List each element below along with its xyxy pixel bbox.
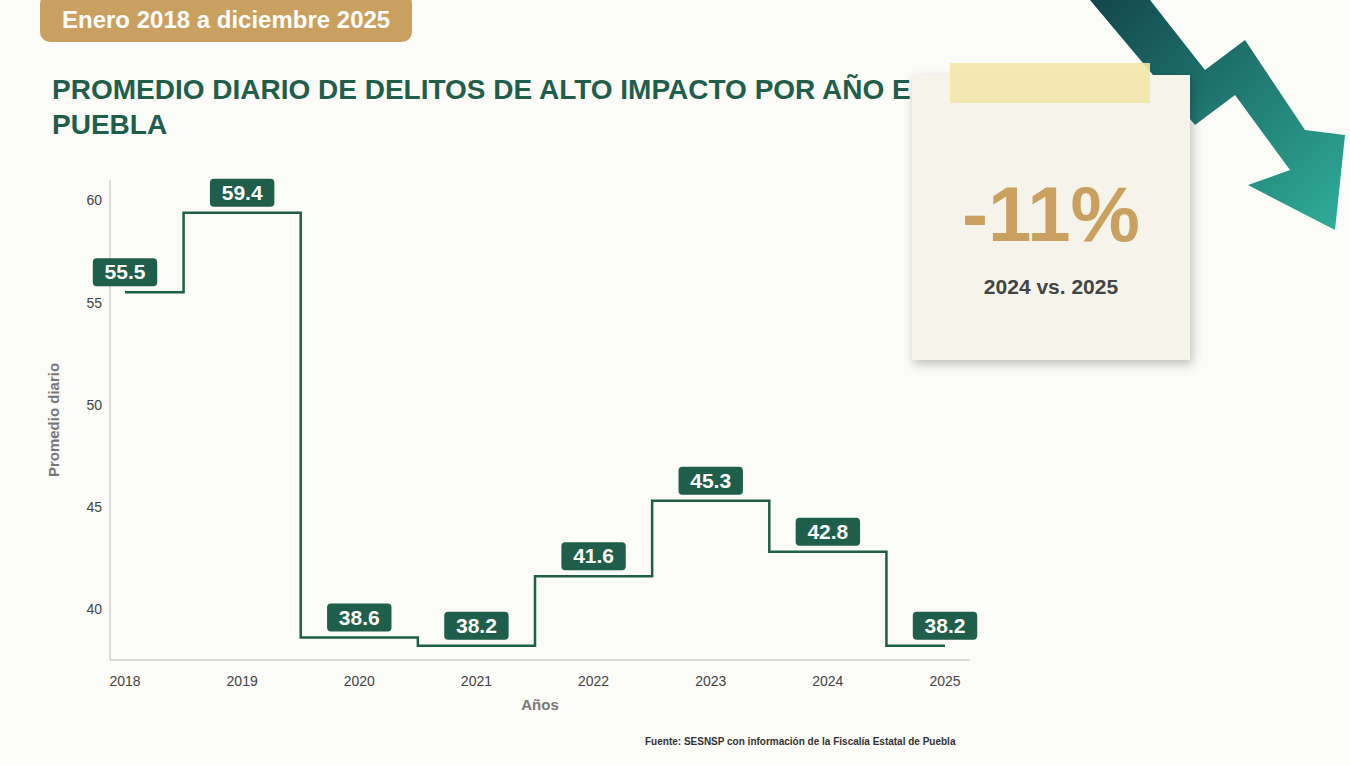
svg-text:2022: 2022: [578, 673, 609, 689]
svg-text:45.3: 45.3: [690, 469, 731, 492]
svg-text:45: 45: [86, 499, 102, 515]
svg-text:60: 60: [86, 192, 102, 208]
svg-text:2018: 2018: [109, 673, 140, 689]
html-text:2024 vs. 2025: 2024 vs. 2025: [983, 275, 1119, 298]
html-text:PROMEDIO DIARIO DE DELITOS DE: PROMEDIO DIARIO DE DELITOS DE ALTO IMPAC…: [52, 74, 931, 140]
svg-text:55.5: 55.5: [105, 260, 146, 283]
svg-text:Promedio diario: Promedio diario: [45, 363, 62, 477]
svg-text:40: 40: [86, 601, 102, 617]
svg-text:41.6: 41.6: [573, 544, 614, 567]
svg-text:38.2: 38.2: [456, 614, 497, 637]
svg-text:42.8: 42.8: [807, 520, 848, 543]
svg-text:2024: 2024: [812, 673, 843, 689]
svg-text:55: 55: [86, 295, 102, 311]
svg-text:2019: 2019: [227, 673, 258, 689]
html-text:Enero 2018 a diciembre 2025: Enero 2018 a diciembre 2025: [62, 6, 391, 33]
svg-text:50: 50: [86, 397, 102, 413]
svg-text:38.6: 38.6: [339, 606, 380, 629]
svg-text:2021: 2021: [461, 673, 492, 689]
html-text:Fuente: SESNSP con información: Fuente: SESNSP con información de la Fis…: [645, 736, 956, 747]
svg-text:Años: Años: [521, 696, 559, 713]
svg-text:59.4: 59.4: [222, 181, 263, 204]
svg-text:2025: 2025: [929, 673, 960, 689]
svg-text:38.2: 38.2: [925, 614, 966, 637]
html-text:-11%: -11%: [962, 170, 1140, 258]
svg-text:2023: 2023: [695, 673, 726, 689]
svg-text:2020: 2020: [344, 673, 375, 689]
